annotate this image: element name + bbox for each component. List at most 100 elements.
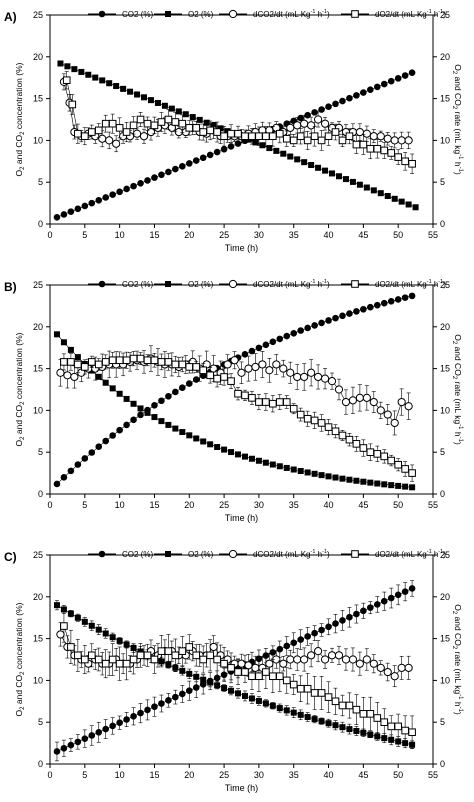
data-point: [373, 83, 381, 91]
data-point: [258, 360, 267, 369]
data-point: [353, 477, 360, 484]
label-part: O: [14, 169, 24, 176]
x-tick-label: 0: [47, 770, 52, 780]
legend-label: CO2 (%): [122, 10, 153, 19]
data-point: [213, 374, 221, 383]
data-point: [331, 128, 340, 136]
series: [62, 71, 416, 174]
y2-tick-label: 5: [440, 447, 445, 457]
data-point: [144, 177, 151, 184]
data-point: [151, 414, 158, 421]
data-point: [279, 364, 288, 373]
y-axis-label: O2 and CO2 concentration (%): [14, 602, 26, 716]
y-tick-label: 5: [38, 717, 43, 727]
data-point: [78, 68, 85, 75]
data-point: [265, 366, 274, 375]
data-point: [311, 629, 318, 637]
data-point: [262, 700, 269, 707]
label-part: and CO: [14, 134, 24, 166]
data-point: [207, 441, 214, 448]
data-point: [171, 118, 180, 126]
label-part: and CO: [453, 74, 463, 106]
data-point: [324, 132, 333, 141]
data-point: [266, 145, 273, 152]
data-point: [248, 455, 255, 462]
data-point: [286, 368, 295, 377]
data-point: [314, 115, 323, 124]
legend-label: O2 (%): [188, 550, 214, 559]
data-point: [262, 459, 269, 466]
x-tick-label: 50: [393, 230, 403, 240]
label-part: -1: [322, 279, 327, 285]
data-point: [367, 479, 374, 486]
data-point: [186, 432, 193, 439]
data-point: [171, 651, 180, 660]
data-point: [87, 128, 96, 136]
data-point: [241, 391, 249, 400]
data-point: [234, 389, 242, 398]
label-part: O: [453, 604, 463, 611]
label-part: 2: [20, 401, 26, 405]
data-point: [136, 651, 145, 660]
data-point: [88, 732, 96, 739]
series: [59, 73, 413, 153]
legend-label: dCO2/dt (mL Kg-1 h-1): [253, 279, 330, 289]
label-part: dCO2/dt (mL Kg: [253, 10, 311, 19]
data-point: [283, 332, 291, 340]
data-point: [189, 114, 196, 121]
label-part: h: [432, 280, 439, 289]
data-point: [123, 185, 130, 193]
plot-frame: [49, 284, 434, 495]
data-point: [387, 722, 396, 731]
x-tick-label: 40: [324, 230, 334, 240]
data-point: [318, 472, 325, 479]
data-point: [60, 622, 68, 630]
data-point: [213, 148, 221, 156]
data-point: [101, 659, 110, 668]
label-part: CO2 (%): [122, 10, 153, 19]
data-point: [62, 76, 71, 85]
data-point: [369, 659, 378, 668]
label-part: O2 (%): [188, 10, 214, 19]
x-tick-label: 15: [149, 500, 159, 510]
data-point: [241, 453, 248, 460]
data-point: [241, 692, 248, 699]
data-point: [116, 426, 123, 434]
legend: CO2 (%) O2 (%) dCO2/dt (mL Kg-1 h-1) dO2/dt…: [88, 9, 446, 19]
data-point: [289, 136, 298, 145]
legend-marker: [165, 551, 171, 557]
data-point: [402, 483, 409, 490]
data-point: [346, 613, 353, 621]
data-point: [360, 729, 367, 736]
data-point: [296, 410, 305, 419]
data-point: [185, 687, 193, 695]
label-part: h: [315, 550, 322, 559]
data-point: [388, 736, 395, 743]
data-point: [318, 718, 325, 725]
data-point: [116, 637, 123, 644]
label-part: rate (mL kg: [453, 649, 463, 694]
x-tick-label: 30: [254, 230, 264, 240]
data-point: [346, 310, 353, 317]
data-point: [137, 405, 144, 412]
data-point: [269, 702, 276, 709]
label-part: 2: [451, 376, 457, 380]
data-point: [276, 463, 283, 470]
data-point: [282, 398, 291, 406]
data-point: [276, 398, 284, 406]
data-point: [67, 643, 75, 651]
data-point: [248, 672, 256, 681]
data-point: [367, 86, 374, 93]
data-point: [172, 693, 179, 701]
data-point: [370, 187, 377, 194]
data-point: [300, 655, 309, 664]
data-point: [88, 622, 95, 629]
data-point: [332, 620, 339, 627]
legend-marker: [165, 11, 171, 17]
series: [60, 609, 416, 749]
data-point: [154, 99, 161, 106]
data-point: [315, 164, 322, 171]
data-point: [116, 188, 123, 196]
